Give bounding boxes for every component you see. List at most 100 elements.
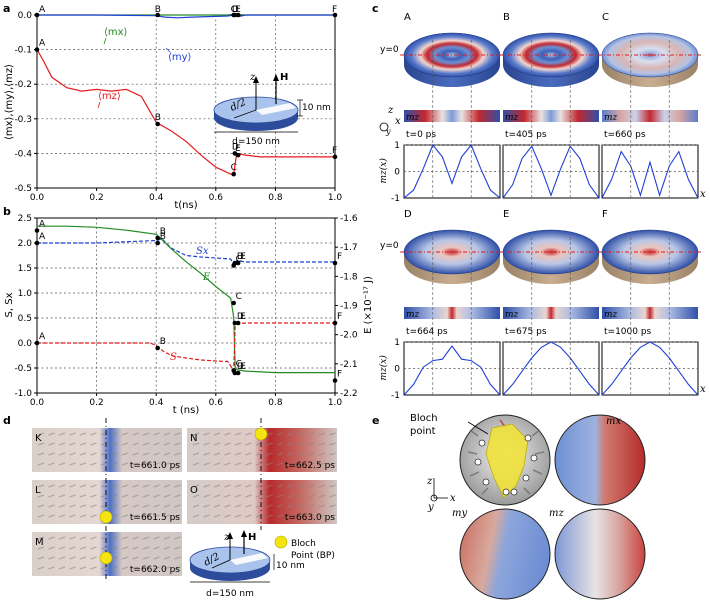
- panel-d-arrow: [318, 462, 326, 466]
- panel-a-legend-my-leader: [165, 47, 171, 53]
- panel-b-point-C: [231, 300, 236, 306]
- panel-d-arrow: [174, 514, 181, 518]
- panel-d-arrow: [308, 504, 315, 508]
- panel-d-frame-time: t=661.0 ps: [130, 461, 180, 471]
- panel-d-arrow: [329, 514, 336, 518]
- panel-c-mz-strip: [404, 110, 500, 122]
- panel-d-arrow: [308, 432, 315, 436]
- panel-d-arrow: [297, 462, 305, 466]
- panel-d-arrow: [224, 494, 231, 498]
- panel-a-ytick-label: -0.2: [14, 80, 32, 90]
- panel-d-arrow: [287, 462, 294, 466]
- panel-e-axes-glyph: z y x: [426, 476, 456, 513]
- panel-d-arrow: [69, 546, 76, 550]
- panel-d-arrow: [111, 536, 118, 540]
- panel-d-arrow: [234, 452, 242, 456]
- panel-e-bloch-line1: Bloch: [410, 413, 438, 424]
- panel-d-arrow: [121, 432, 129, 436]
- panel-d-arrow: [308, 514, 315, 518]
- panel-c-snapshot-F: Fmz t=1000 ps: [601, 209, 699, 396]
- panel-d-arrow: [266, 442, 273, 446]
- panel-a-point-F: [332, 12, 338, 18]
- panel-b-point-label: B: [160, 337, 166, 347]
- panel-d-arrow: [192, 484, 200, 488]
- panel-e-bloch-leader: [467, 421, 489, 435]
- panel-d-arrow: [58, 494, 66, 498]
- panel-d-arrow: [90, 452, 97, 456]
- panel-d-arrow: [318, 432, 326, 436]
- panel-d-arrow: [234, 484, 242, 488]
- panel-c-y-axis-top: [379, 122, 389, 132]
- panel-d-arrow: [111, 494, 118, 498]
- panel-d-frame-bg: [187, 480, 337, 524]
- panel-b-xtick-label: 0.0: [30, 398, 45, 408]
- panel-d-arrow: [234, 432, 242, 436]
- panel-d-arrow: [174, 504, 181, 508]
- panel-b-ytick-right-label: -1.9: [340, 302, 358, 312]
- panel-e-arrow-field: [467, 419, 545, 495]
- panel-b-xtick-label: 0.2: [89, 398, 103, 408]
- panel-d-frame-time: t=662.5 ps: [285, 461, 335, 471]
- panel-b-point-label: E: [240, 252, 246, 262]
- panel-c-y0-label-bottom: y=0: [380, 241, 399, 251]
- panel-d-arrow: [37, 484, 45, 488]
- panel-a-point-F: [332, 154, 338, 160]
- panel-d-frame-K: Kt=661.0 ps: [32, 428, 182, 472]
- panel-d-arrow: [153, 536, 160, 540]
- panel-d-arrow: [121, 514, 129, 518]
- panel-b-point-label: E: [240, 312, 246, 322]
- panel-b-point-label: A: [39, 332, 46, 342]
- panel-d-arrow: [245, 504, 252, 508]
- panel-e-marker: [522, 474, 530, 482]
- panel-d-arrow: [245, 484, 252, 488]
- panel-b-ylabel-right: E (×10⁻¹⁷ J): [363, 276, 374, 334]
- panel-d-arrow: [121, 442, 129, 446]
- panel-d-arrow: [255, 484, 263, 488]
- panel-d-arrow: [297, 452, 305, 456]
- panel-d-z-label: z: [223, 532, 230, 543]
- panel-b-ytick-label: 1.5: [18, 264, 32, 274]
- panel-a-point-A: [34, 12, 40, 18]
- panel-d-arrow: [266, 462, 273, 466]
- panel-d-arrow: [79, 462, 87, 466]
- panel-d-arrow: [213, 432, 221, 436]
- panel-b-point-label: E: [240, 362, 246, 372]
- panel-d-width-label: d=150 nm: [206, 589, 254, 599]
- panel-d-arrow: [192, 504, 200, 508]
- panel-b-ytick-label: 1.0: [18, 289, 33, 299]
- panel-d-arrow: [234, 494, 242, 498]
- panel-d-arrow: [79, 432, 87, 436]
- panel-d-disk-cut: [230, 553, 268, 565]
- panel-d-arrow: [234, 514, 242, 518]
- panel-d-arrow: [142, 442, 150, 446]
- panel-d-arrow: [276, 462, 284, 466]
- panel-b-ytick-right-label: -2.2: [340, 389, 358, 399]
- panel-b-point-label: D: [237, 362, 244, 372]
- panel-d-arrow: [132, 442, 139, 446]
- panel-c-time-label: t=0 ps: [406, 130, 436, 140]
- panel-d-arrow: [121, 462, 129, 466]
- panel-e-bloch-line2: point: [410, 426, 436, 437]
- panel-d-arrow: [163, 514, 171, 518]
- panel-a-legend-my: ⟨my⟩: [168, 52, 192, 63]
- panel-c-strip-label: mz: [505, 310, 519, 320]
- panel-d-arrow: [174, 452, 181, 456]
- panel-d-arrow: [297, 514, 305, 518]
- panel-d-arrow: [224, 442, 231, 446]
- panel-d-arrow: [121, 546, 129, 550]
- panel-c-x-axis-bottom: x: [700, 384, 706, 395]
- panel-d-arrow: [58, 442, 66, 446]
- panel-e-marker: [482, 478, 490, 486]
- panel-d-arrow: [79, 536, 87, 540]
- panel-e-mx-label: mx: [606, 416, 621, 427]
- panel-e-arrow: [481, 487, 489, 495]
- panel-d-arrow: [224, 514, 231, 518]
- panel-b-point-B: [155, 345, 160, 351]
- panel-d-arrow: [132, 536, 139, 540]
- panel-b-xtick-label: 1.0: [328, 398, 343, 408]
- panel-d-arrow: [163, 432, 171, 436]
- panel-d-legend-line2: Point (BP): [291, 551, 335, 561]
- panel-d-arrow: [90, 556, 97, 560]
- panel-d-legend-line1: Bloch: [291, 539, 316, 549]
- panel-d-arrow: [276, 494, 284, 498]
